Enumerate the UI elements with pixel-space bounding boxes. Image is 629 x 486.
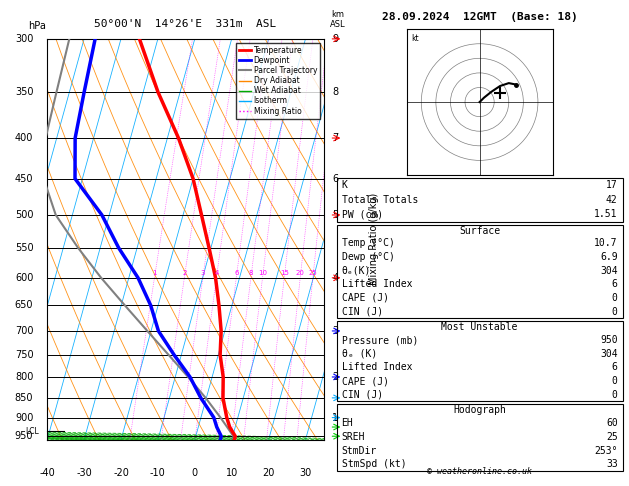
Text: 1: 1 xyxy=(152,270,157,276)
Text: 50°00'N  14°26'E  331m  ASL: 50°00'N 14°26'E 331m ASL xyxy=(94,19,277,29)
Text: Lifted Index: Lifted Index xyxy=(342,279,412,289)
Text: 10.7: 10.7 xyxy=(594,239,618,248)
Text: 304: 304 xyxy=(600,266,618,276)
Text: 350: 350 xyxy=(15,87,33,97)
Text: 15: 15 xyxy=(280,270,289,276)
Text: 8: 8 xyxy=(332,87,338,97)
Text: 10: 10 xyxy=(226,468,238,478)
Text: 6.9: 6.9 xyxy=(600,252,618,262)
Text: 650: 650 xyxy=(15,300,33,311)
Text: 750: 750 xyxy=(14,350,33,360)
Text: © weatheronline.co.uk: © weatheronline.co.uk xyxy=(427,467,532,476)
Text: 850: 850 xyxy=(15,393,33,403)
Text: Hodograph: Hodograph xyxy=(453,405,506,416)
Text: Lifted Index: Lifted Index xyxy=(342,363,412,372)
Text: 33: 33 xyxy=(606,459,618,469)
Text: Dewp (°C): Dewp (°C) xyxy=(342,252,394,262)
Text: 3: 3 xyxy=(332,326,338,336)
Text: -30: -30 xyxy=(76,468,92,478)
Text: 1.51: 1.51 xyxy=(594,209,618,219)
Text: 0: 0 xyxy=(612,390,618,399)
Text: 500: 500 xyxy=(15,210,33,220)
Text: 2: 2 xyxy=(182,270,187,276)
Text: 304: 304 xyxy=(600,349,618,359)
Text: -20: -20 xyxy=(113,468,129,478)
Text: SREH: SREH xyxy=(342,432,365,442)
Text: -10: -10 xyxy=(150,468,166,478)
Text: CIN (J): CIN (J) xyxy=(342,307,382,316)
Text: 600: 600 xyxy=(15,273,33,283)
Text: 4: 4 xyxy=(332,273,338,283)
Text: Mixing Ratio (g/kg): Mixing Ratio (g/kg) xyxy=(369,193,379,285)
Text: LCL: LCL xyxy=(25,427,39,436)
Text: 550: 550 xyxy=(14,243,33,253)
Text: 25: 25 xyxy=(308,270,317,276)
Text: 900: 900 xyxy=(15,413,33,423)
Text: 9: 9 xyxy=(332,34,338,44)
Text: 42: 42 xyxy=(606,195,618,205)
Text: hPa: hPa xyxy=(28,21,46,31)
Text: 20: 20 xyxy=(296,270,304,276)
Text: CAPE (J): CAPE (J) xyxy=(342,376,389,386)
Text: 1: 1 xyxy=(332,413,338,423)
Text: θₑ (K): θₑ (K) xyxy=(342,349,377,359)
Text: 0: 0 xyxy=(192,468,198,478)
Text: 20: 20 xyxy=(262,468,275,478)
Text: 950: 950 xyxy=(600,335,618,345)
Text: 28.09.2024  12GMT  (Base: 18): 28.09.2024 12GMT (Base: 18) xyxy=(382,12,577,22)
Text: km
ASL: km ASL xyxy=(330,10,345,29)
Text: 6: 6 xyxy=(234,270,238,276)
Legend: Temperature, Dewpoint, Parcel Trajectory, Dry Adiabat, Wet Adiabat, Isotherm, Mi: Temperature, Dewpoint, Parcel Trajectory… xyxy=(236,43,320,119)
Text: EH: EH xyxy=(342,418,353,428)
Text: Pressure (mb): Pressure (mb) xyxy=(342,335,418,345)
Text: 0: 0 xyxy=(612,307,618,316)
Text: 25: 25 xyxy=(606,432,618,442)
Text: kt: kt xyxy=(411,34,419,43)
Text: 30: 30 xyxy=(299,468,311,478)
Text: 3: 3 xyxy=(201,270,205,276)
Text: 6: 6 xyxy=(332,174,338,184)
Text: 10: 10 xyxy=(258,270,267,276)
Text: 0: 0 xyxy=(612,376,618,386)
Text: 6: 6 xyxy=(612,363,618,372)
Text: Surface: Surface xyxy=(459,226,500,236)
Text: 800: 800 xyxy=(15,372,33,382)
Text: 5: 5 xyxy=(332,210,338,220)
Text: K: K xyxy=(342,180,347,190)
Text: 950: 950 xyxy=(15,431,33,441)
Text: CAPE (J): CAPE (J) xyxy=(342,293,389,303)
Text: 17: 17 xyxy=(606,180,618,190)
Text: 60: 60 xyxy=(606,418,618,428)
Text: θₑ(K): θₑ(K) xyxy=(342,266,371,276)
Text: 4: 4 xyxy=(214,270,219,276)
Text: 0: 0 xyxy=(612,293,618,303)
Text: StmDir: StmDir xyxy=(342,446,377,455)
Text: 450: 450 xyxy=(15,174,33,184)
Text: CIN (J): CIN (J) xyxy=(342,390,382,399)
Text: Totals Totals: Totals Totals xyxy=(342,195,418,205)
Text: -40: -40 xyxy=(39,468,55,478)
Text: Temp (°C): Temp (°C) xyxy=(342,239,394,248)
Text: 7: 7 xyxy=(332,133,338,143)
Text: 8: 8 xyxy=(248,270,253,276)
Text: 2: 2 xyxy=(332,372,338,382)
Text: StmSpd (kt): StmSpd (kt) xyxy=(342,459,406,469)
Text: 6: 6 xyxy=(612,279,618,289)
Text: 400: 400 xyxy=(15,133,33,143)
Text: PW (cm): PW (cm) xyxy=(342,209,382,219)
Text: 253°: 253° xyxy=(594,446,618,455)
Text: 300: 300 xyxy=(15,34,33,44)
Text: Most Unstable: Most Unstable xyxy=(442,322,518,332)
Text: 700: 700 xyxy=(15,326,33,336)
